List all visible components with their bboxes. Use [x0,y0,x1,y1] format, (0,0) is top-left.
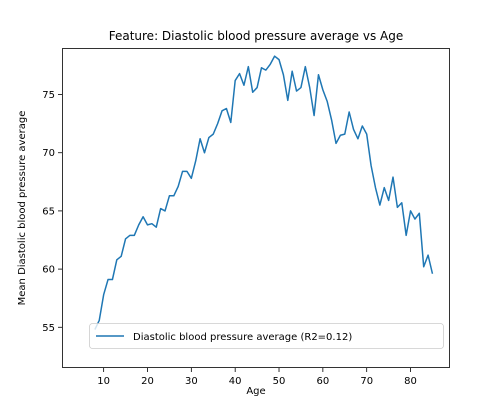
x-axis: 10 20 30 40 50 60 70 80 [97,368,417,387]
x-tick-label: 50 [273,376,286,387]
series-line-0 [94,55,434,330]
x-tick-label: 70 [360,376,373,387]
x-tick-label: 60 [316,376,329,387]
plot-frame [62,48,450,368]
y-tick-label: 65 [42,206,55,217]
x-tick-label: 80 [404,376,417,387]
x-tick-label: 40 [229,376,242,387]
y-tick-label: 60 [42,265,55,276]
y-axis: 55 60 65 70 75 [42,90,62,334]
chart-title: Feature: Diastolic blood pressure averag… [109,29,404,43]
y-tick-label: 70 [42,148,55,159]
legend-label: Diastolic blood pressure average (R2=0.1… [133,332,352,343]
legend: Diastolic blood pressure average (R2=0.1… [89,323,444,349]
y-tick-label: 75 [42,90,55,101]
x-tick-label: 20 [141,376,154,387]
y-axis-title: Mean Diastolic blood pressure average [17,111,28,306]
legend-box [89,323,444,349]
y-tick-label: 55 [42,323,55,334]
x-tick-label: 10 [97,376,110,387]
plot-area [94,55,434,330]
x-tick-label: 30 [185,376,198,387]
x-axis-title: Age [246,386,265,397]
